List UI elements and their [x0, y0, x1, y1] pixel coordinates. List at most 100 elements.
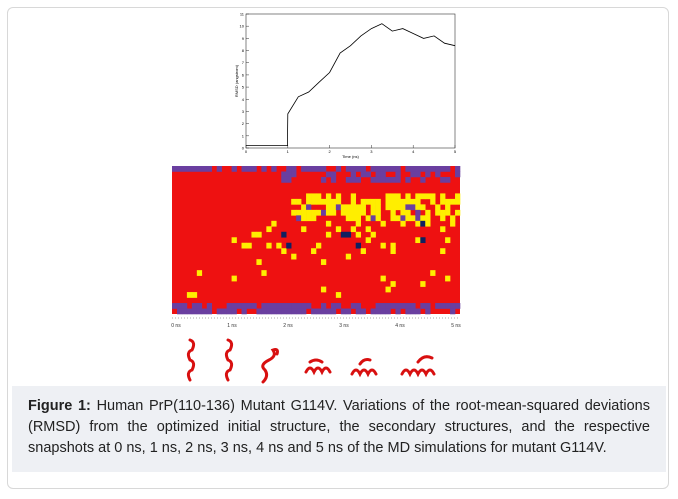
ss-cell — [390, 193, 396, 200]
ss-cell — [181, 166, 188, 172]
ss-cell — [181, 308, 188, 315]
ss-cell — [445, 209, 451, 216]
ss-cell — [415, 193, 421, 200]
ss-cell — [306, 198, 312, 205]
ss-cell — [271, 166, 277, 172]
ss-cell — [375, 198, 381, 205]
ss-cell — [440, 193, 446, 200]
ss-cell — [395, 193, 401, 200]
ss-cell — [286, 242, 292, 249]
ss-cell — [241, 166, 247, 172]
ss-cell — [330, 308, 337, 315]
y-tick-label: 1 — [242, 133, 245, 138]
ss-cell — [276, 308, 282, 315]
ss-cell — [325, 171, 332, 178]
ss-cell — [291, 303, 297, 309]
ss-cell — [320, 286, 327, 293]
y-tick-label: 5 — [242, 85, 245, 90]
ss-cell — [455, 209, 461, 216]
ss-cell — [320, 198, 327, 205]
ss-cell — [291, 308, 297, 315]
ss-cell — [286, 303, 292, 309]
ss-cell — [350, 303, 357, 309]
ss-cell — [380, 242, 386, 249]
ss-cell — [335, 193, 342, 200]
ss-cell — [261, 166, 267, 172]
ss-cell — [365, 198, 371, 205]
ss-cell — [261, 270, 267, 276]
ss-cell — [301, 215, 307, 222]
ss-cell — [360, 166, 366, 172]
ss-cell — [430, 270, 436, 276]
ss-cell — [291, 209, 297, 216]
ss-cell — [296, 303, 302, 309]
y-tick-label: 6 — [242, 72, 245, 77]
ss-cell — [375, 209, 381, 216]
ss-cell — [380, 176, 386, 183]
ss-cell — [191, 292, 198, 298]
ss-cell — [226, 308, 232, 315]
ss-cell — [335, 303, 342, 309]
ss-cell — [355, 209, 361, 216]
y-tick-label: 4 — [242, 97, 245, 102]
ss-cell — [405, 204, 411, 211]
ss-cell — [370, 176, 376, 183]
ss-cell — [440, 215, 446, 222]
ss-cell — [325, 220, 332, 227]
ss-cell — [345, 308, 352, 315]
ss-cell — [420, 237, 426, 244]
ss-cell — [216, 166, 222, 172]
ss-cell — [340, 308, 347, 315]
ss-cell — [375, 215, 381, 222]
ss-cell — [410, 308, 416, 315]
ss-cell — [335, 198, 342, 205]
ss-cell — [370, 166, 376, 172]
ss-cell — [395, 303, 401, 309]
ss-cell — [400, 209, 406, 216]
ss-cell — [370, 215, 376, 222]
ss-cell — [355, 303, 361, 309]
ss-cell — [405, 215, 411, 222]
ss-cell — [380, 171, 386, 178]
ss-cell — [325, 308, 332, 315]
y-tick-label: 3 — [242, 109, 245, 114]
ss-cell — [420, 204, 426, 211]
ss-cell — [365, 226, 371, 233]
ss-cell — [420, 215, 426, 222]
ss-cell — [256, 231, 262, 238]
ss-cell — [410, 303, 416, 309]
ss-cell — [320, 209, 327, 216]
ss-cell — [301, 166, 307, 172]
ss-cell — [370, 198, 376, 205]
ss-cell — [445, 303, 451, 309]
ss-cell — [425, 209, 431, 216]
ss-cell — [420, 220, 426, 227]
ss-cell — [440, 166, 446, 172]
snapshot — [224, 338, 234, 382]
snapshots — [186, 338, 436, 384]
ss-cell — [176, 166, 183, 172]
ss-background — [172, 166, 460, 314]
ss-cell — [350, 166, 357, 172]
ss-cell — [301, 204, 307, 211]
ss-cell — [335, 204, 342, 211]
ss-cell — [276, 242, 282, 249]
ss-cell — [395, 176, 401, 183]
ss-cell — [405, 198, 411, 205]
ss-cell — [410, 204, 416, 211]
ss-cell — [440, 209, 446, 216]
ss-cell — [390, 176, 396, 183]
ss-cell — [231, 237, 237, 244]
ss-cell — [400, 204, 406, 211]
ss-cell — [365, 237, 371, 244]
ss-cell — [281, 176, 287, 183]
ss-cell — [181, 303, 188, 309]
ss-cell — [345, 176, 352, 183]
ss-cell — [445, 275, 451, 282]
ss-cell — [415, 215, 421, 222]
ss-cell — [306, 215, 312, 222]
ss-cell — [286, 176, 292, 183]
ss-cell — [350, 209, 357, 216]
ss-cell — [291, 171, 297, 178]
